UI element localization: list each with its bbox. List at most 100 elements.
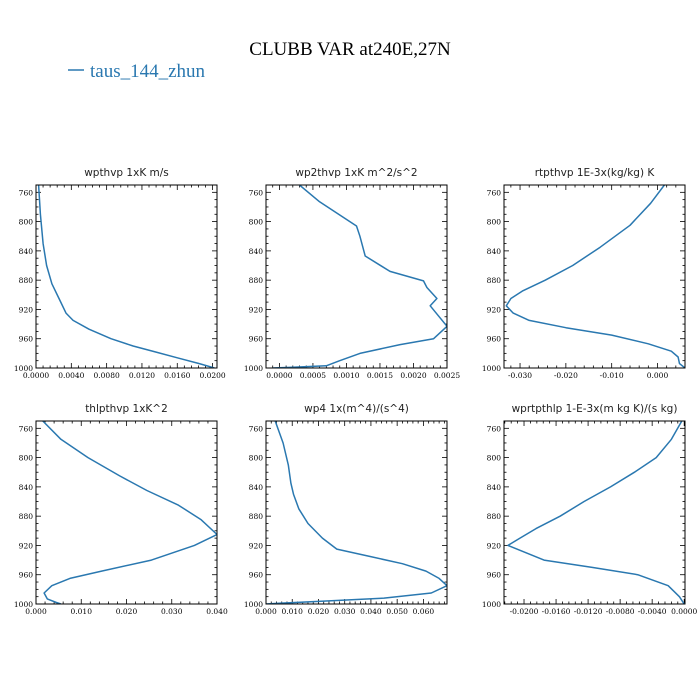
x-tick-label: 0.0010 [333,371,359,380]
x-tick-label: 0.010 [71,607,93,616]
x-tick-label: 0.0000 [266,371,292,380]
y-tick-label: 800 [487,454,502,463]
y-tick-label: 1000 [14,364,33,373]
y-tick-label: 1000 [244,600,263,609]
legend: taus_144_zhun [68,61,206,82]
y-tick-label: 840 [249,483,264,492]
x-tick-label: 0.0015 [367,371,393,380]
x-tick-label: 0.000 [255,607,277,616]
y-tick-label: 880 [249,512,264,521]
x-tick-label: 0.040 [360,607,382,616]
x-tick-label: 0.010 [281,607,303,616]
plot-frame [265,184,448,369]
y-tick-label: 800 [19,218,34,227]
y-tick-label: 840 [487,247,502,256]
series-line [272,185,447,368]
x-tick-label: 0.0080 [94,371,120,380]
x-tick-label: 0.030 [161,607,183,616]
y-tick-label: 960 [249,571,264,580]
panel-3: rtpthvp 1E-3x(kg/kg) K -0.030 -0.020 -0.010… [482,167,686,380]
y-tick-label: 840 [249,247,264,256]
y-tick-label: 760 [249,424,264,433]
y-tick-label: 1000 [244,364,263,373]
y-tick-label: 880 [487,512,502,521]
x-tick-label: 0.0040 [58,371,84,380]
x-tick-label: 0.040 [206,607,228,616]
y-tick-label: 840 [19,483,34,492]
x-tick-label: -0.0120 [574,607,603,616]
y-tick-label: 960 [487,571,502,580]
y-tick-label: 840 [487,483,502,492]
y-tick-label: 800 [19,454,34,463]
y-tick-label: 880 [19,512,34,521]
y-tick-label: 960 [487,335,502,344]
x-tick-label: -0.0040 [638,607,667,616]
plot-frame [35,184,218,369]
x-tick-label: -0.0200 [510,607,539,616]
y-tick-label: 880 [249,276,264,285]
y-tick-label: 920 [249,541,264,550]
y-tick-label: 1000 [482,364,501,373]
y-tick-label: 920 [249,305,264,314]
series-line [505,185,685,368]
x-tick-label: 0.020 [308,607,330,616]
panel-5: wp4 1x(m^4)/(s^4) 0.000 0.010 0.020 0.030 0.0… [244,403,448,616]
legend-label: taus_144_zhun [90,61,206,82]
panel-6: wprtpthlp 1-E-3x(m kg K)/(s kg)-0.0200 -0… [482,403,698,616]
series-line [37,185,215,368]
y-tick-label: 920 [487,305,502,314]
panel-title: wp4 1x(m^4)/(s^4) [304,403,409,415]
x-tick-label: 0.000 [647,371,669,380]
panel-2: wp2thvp 1xK m^2/s^2 0.0000 0.0005 0.0010 0.0… [244,167,460,380]
x-tick-label: 0.030 [334,607,356,616]
y-tick-label: 960 [249,335,264,344]
x-tick-label: -0.010 [600,371,624,380]
series-line [42,421,217,604]
panel-1: wpthvp 1xK m/s 0.0000 0.0040 0.0080 0.0120 0.… [14,167,226,380]
figure-title: CLUBB VAR at240E,27N [249,39,451,60]
series-line [507,421,685,604]
y-tick-label: 880 [487,276,502,285]
x-tick-label: 0.060 [413,607,435,616]
y-tick-label: 920 [19,541,34,550]
x-tick-label: -0.020 [554,371,578,380]
y-tick-label: 920 [487,541,502,550]
x-tick-label: -0.0080 [606,607,635,616]
y-tick-label: 760 [19,188,34,197]
plot-frame [503,420,686,605]
y-tick-label: 1000 [14,600,33,609]
panel-grid: wpthvp 1xK m/s 0.0000 0.0040 0.0080 0.0120 0.… [14,167,698,616]
panel-title: rtpthvp 1E-3x(kg/kg) K [535,167,656,179]
x-tick-label: 0.0200 [199,371,225,380]
x-tick-label: -0.0160 [542,607,571,616]
y-tick-label: 960 [19,335,34,344]
y-tick-label: 840 [19,247,34,256]
y-tick-label: 760 [487,188,502,197]
x-tick-label: 0.0120 [129,371,155,380]
panel-title: wp2thvp 1xK m^2/s^2 [295,167,417,179]
y-tick-label: 1000 [482,600,501,609]
y-tick-label: 800 [249,454,264,463]
y-tick-label: 960 [19,571,34,580]
x-tick-label: -0.030 [508,371,532,380]
x-tick-label: 0.0025 [434,371,460,380]
y-tick-label: 880 [19,276,34,285]
y-tick-label: 800 [249,218,264,227]
panel-title: wprtpthlp 1-E-3x(m kg K)/(s kg) [512,403,678,415]
y-tick-label: 760 [249,188,264,197]
panel-4: thlpthvp 1xK^2 0.000 0.010 0.020 0.030 0.040 7… [14,403,228,616]
x-tick-label: 0.020 [116,607,138,616]
x-tick-label: 0.0020 [400,371,426,380]
x-tick-label: 0.0160 [164,371,190,380]
x-tick-label: 0.0005 [300,371,326,380]
y-tick-label: 920 [19,305,34,314]
series-line [266,421,447,604]
plot-frame [503,184,686,369]
x-tick-label: 0.0000 [23,371,49,380]
panel-title: wpthvp 1xK m/s [84,167,169,179]
y-tick-label: 800 [487,218,502,227]
x-tick-label: 0.000 [25,607,47,616]
x-tick-label: 0.0000 [671,607,697,616]
x-tick-label: 0.050 [386,607,408,616]
